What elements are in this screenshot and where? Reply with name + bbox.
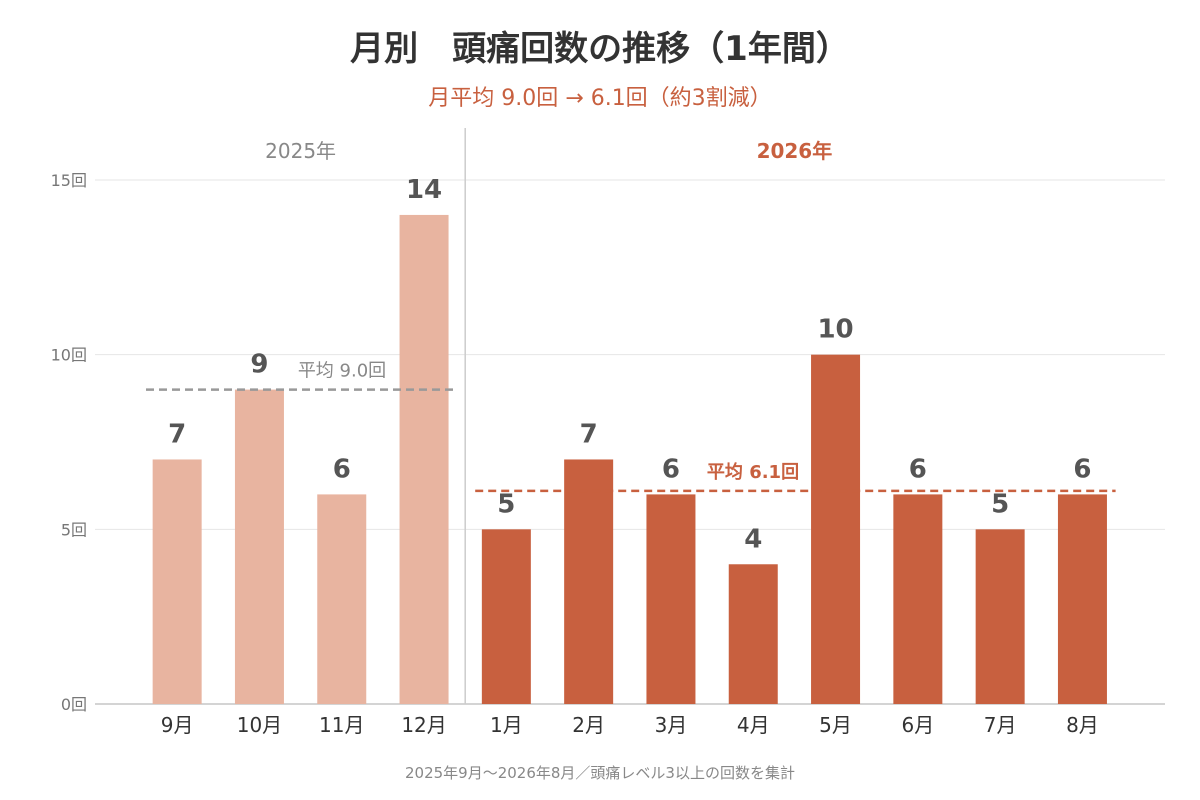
bar-value-label: 5 [497, 489, 515, 519]
bar-value-label: 7 [580, 419, 598, 449]
bar-value-label: 6 [1073, 454, 1091, 484]
bar-value-label: 4 [744, 524, 762, 554]
label-layer: 7 9 6 14 2025年 5 7 6 4 10 6 5 6 2026年 [168, 139, 1091, 554]
x-tick-label: 7月 [984, 713, 1017, 737]
bar [893, 494, 943, 704]
bar-value-label: 14 [406, 175, 442, 205]
x-tick-label: 1月 [490, 713, 523, 737]
x-tick-label: 2月 [572, 713, 605, 737]
year-section-label: 2026年 [757, 139, 833, 163]
bar [1057, 494, 1107, 704]
bar-value-label: 9 [250, 350, 268, 380]
bar [728, 564, 778, 704]
average-label: 平均 6.1回 [707, 461, 799, 483]
bar-layer [152, 214, 1107, 704]
bar [317, 494, 367, 704]
x-tick-label: 12月 [401, 713, 446, 737]
x-tick-label: 11月 [319, 713, 364, 737]
bar [481, 529, 531, 704]
bar [152, 459, 202, 704]
bar [234, 389, 284, 704]
y-tick-label: 10回 [51, 346, 87, 365]
y-tick-label: 5回 [61, 520, 87, 539]
y-tick-label: 0回 [61, 695, 87, 714]
x-tick-label: 3月 [655, 713, 688, 737]
x-tick-label: 5月 [819, 713, 852, 737]
bar-value-label: 5 [991, 489, 1009, 519]
bar-value-label: 6 [662, 454, 680, 484]
bar-value-label: 6 [909, 454, 927, 484]
y-tick-label: 15回 [51, 171, 87, 190]
bar [399, 214, 449, 704]
chart-subtitle: 月平均 9.0回 → 6.1回（約3割減） [428, 86, 771, 111]
bar [975, 529, 1025, 704]
bar [564, 459, 614, 704]
bar [646, 494, 696, 704]
average-label: 平均 9.0回 [298, 361, 386, 382]
bar-value-label: 7 [168, 419, 186, 449]
chart-title: 月別 頭痛回数の推移（1年間） [350, 29, 850, 69]
x-tick-label: 10月 [237, 713, 282, 737]
x-tick-label: 4月 [737, 713, 770, 737]
year-section-label: 2025年 [265, 139, 336, 163]
tick-layer: 0回 5回 10回 15回 9月 10月 11月 12月 1月 2月 3月 4月 5月 6月 7月 8月 [51, 171, 1099, 737]
bar-value-label: 10 [817, 315, 853, 345]
x-tick-label: 6月 [901, 713, 934, 737]
x-tick-label: 9月 [161, 713, 194, 737]
x-tick-label: 8月 [1066, 713, 1099, 737]
bar [811, 354, 861, 704]
chart-footnote: 2025年9月〜2026年8月／頭痛レベル3以上の回数を集計 [405, 764, 795, 782]
bar-value-label: 6 [333, 454, 351, 484]
